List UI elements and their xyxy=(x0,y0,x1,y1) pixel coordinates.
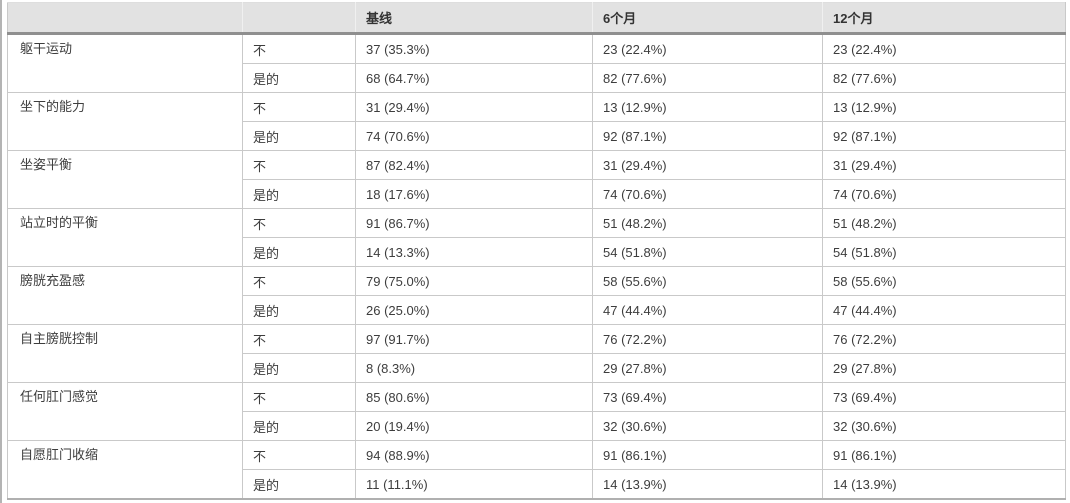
table-row: 是的 18 (17.6%) 74 (70.6%) 74 (70.6%) xyxy=(8,179,1066,209)
baseline-value-cell: 85 (80.6%) xyxy=(355,382,593,412)
twelve-month-value-cell: 31 (29.4%) xyxy=(822,150,1066,180)
baseline-value-cell: 14 (13.3%) xyxy=(355,237,593,267)
answer-cell: 不 xyxy=(242,266,356,296)
six-month-value-cell: 76 (72.2%) xyxy=(592,324,823,354)
twelve-month-value-cell: 23 (22.4%) xyxy=(822,33,1066,64)
table-row: 是的 8 (8.3%) 29 (27.8%) 29 (27.8%) xyxy=(8,353,1066,383)
answer-cell: 是的 xyxy=(242,237,356,267)
answer-cell: 不 xyxy=(242,324,356,354)
twelve-month-value-cell: 54 (51.8%) xyxy=(822,237,1066,267)
six-month-value-cell: 73 (69.4%) xyxy=(592,382,823,412)
six-month-value-cell: 23 (22.4%) xyxy=(592,33,823,64)
outcomes-table: 基线 6个月 12个月 躯干运动不 37 (35.3%) 23 (22.4%) 23 … xyxy=(7,2,1066,500)
answer-cell: 是的 xyxy=(242,121,356,151)
category-cell: 站立时的平衡 xyxy=(7,208,243,267)
baseline-value-cell: 20 (19.4%) xyxy=(355,411,593,441)
twelve-month-value-cell: 32 (30.6%) xyxy=(822,411,1066,441)
twelve-month-value-cell: 58 (55.6%) xyxy=(822,266,1066,296)
answer-cell: 不 xyxy=(242,150,356,180)
twelve-month-value-cell: 14 (13.9%) xyxy=(822,469,1066,500)
six-month-value-cell: 91 (86.1%) xyxy=(592,440,823,470)
table-row: 是的 20 (19.4%) 32 (30.6%) 32 (30.6%) xyxy=(8,411,1066,441)
header-cell-baseline: 基线 xyxy=(355,2,593,35)
baseline-value-cell: 87 (82.4%) xyxy=(355,150,593,180)
window-left-edge xyxy=(0,0,2,503)
answer-cell: 是的 xyxy=(242,411,356,441)
answer-cell: 是的 xyxy=(242,63,356,93)
category-cell: 坐下的能力 xyxy=(7,92,243,151)
baseline-value-cell: 97 (91.7%) xyxy=(355,324,593,354)
answer-cell: 不 xyxy=(242,33,356,64)
category-cell: 任何肛门感觉 xyxy=(7,382,243,441)
twelve-month-value-cell: 74 (70.6%) xyxy=(822,179,1066,209)
six-month-value-cell: 47 (44.4%) xyxy=(592,295,823,325)
category-cell: 坐姿平衡 xyxy=(7,150,243,209)
answer-cell: 是的 xyxy=(242,469,356,500)
six-month-value-cell: 54 (51.8%) xyxy=(592,237,823,267)
six-month-value-cell: 74 (70.6%) xyxy=(592,179,823,209)
baseline-value-cell: 31 (29.4%) xyxy=(355,92,593,122)
answer-cell: 不 xyxy=(242,208,356,238)
baseline-value-cell: 79 (75.0%) xyxy=(355,266,593,296)
header-cell-answer xyxy=(242,2,356,35)
table-row: 坐姿平衡不 87 (82.4%) 31 (29.4%) 31 (29.4%) xyxy=(7,150,1066,209)
baseline-value-cell: 74 (70.6%) xyxy=(355,121,593,151)
baseline-value-cell: 8 (8.3%) xyxy=(355,353,593,383)
baseline-value-cell: 37 (35.3%) xyxy=(355,33,593,64)
category-cell: 自主膀胱控制 xyxy=(7,324,243,383)
baseline-value-cell: 11 (11.1%) xyxy=(355,469,593,500)
baseline-value-cell: 91 (86.7%) xyxy=(355,208,593,238)
baseline-value-cell: 94 (88.9%) xyxy=(355,440,593,470)
header-cell-12months: 12个月 xyxy=(822,2,1066,35)
table-row: 躯干运动不 37 (35.3%) 23 (22.4%) 23 (22.4%) xyxy=(7,33,1066,93)
baseline-value-cell: 68 (64.7%) xyxy=(355,63,593,93)
header-cell-6months: 6个月 xyxy=(592,2,823,35)
six-month-value-cell: 29 (27.8%) xyxy=(592,353,823,383)
table-row: 自主膀胱控制不 97 (91.7%) 76 (72.2%) 76 (72.2%) xyxy=(7,324,1066,383)
table-row: 膀胱充盈感不 79 (75.0%) 58 (55.6%) 58 (55.6%) xyxy=(7,266,1066,325)
category-cell: 自愿肛门收缩 xyxy=(7,440,243,500)
twelve-month-value-cell: 29 (27.8%) xyxy=(822,353,1066,383)
twelve-month-value-cell: 91 (86.1%) xyxy=(822,440,1066,470)
answer-cell: 是的 xyxy=(242,179,356,209)
table-row: 任何肛门感觉不 85 (80.6%) 73 (69.4%) 73 (69.4%) xyxy=(7,382,1066,441)
six-month-value-cell: 13 (12.9%) xyxy=(592,92,823,122)
six-month-value-cell: 58 (55.6%) xyxy=(592,266,823,296)
table-row: 是的 11 (11.1%) 14 (13.9%) 14 (13.9%) xyxy=(8,469,1066,500)
table-row: 自愿肛门收缩不 94 (88.9%) 91 (86.1%) 91 (86.1%) xyxy=(7,440,1066,500)
answer-cell: 不 xyxy=(242,440,356,470)
six-month-value-cell: 31 (29.4%) xyxy=(592,150,823,180)
table-row: 是的 74 (70.6%) 92 (87.1%) 92 (87.1%) xyxy=(8,121,1066,151)
header-cell-category xyxy=(7,2,243,35)
six-month-value-cell: 92 (87.1%) xyxy=(592,121,823,151)
six-month-value-cell: 32 (30.6%) xyxy=(592,411,823,441)
twelve-month-value-cell: 51 (48.2%) xyxy=(822,208,1066,238)
twelve-month-value-cell: 13 (12.9%) xyxy=(822,92,1066,122)
category-cell: 躯干运动 xyxy=(7,33,243,93)
table-row: 是的 68 (64.7%) 82 (77.6%) 82 (77.6%) xyxy=(8,63,1066,93)
baseline-value-cell: 18 (17.6%) xyxy=(355,179,593,209)
twelve-month-value-cell: 82 (77.6%) xyxy=(822,63,1066,93)
six-month-value-cell: 14 (13.9%) xyxy=(592,469,823,500)
twelve-month-value-cell: 76 (72.2%) xyxy=(822,324,1066,354)
table-row: 是的 26 (25.0%) 47 (44.4%) 47 (44.4%) xyxy=(8,295,1066,325)
answer-cell: 不 xyxy=(242,92,356,122)
answer-cell: 不 xyxy=(242,382,356,412)
answer-cell: 是的 xyxy=(242,295,356,325)
category-cell: 膀胱充盈感 xyxy=(7,266,243,325)
baseline-value-cell: 26 (25.0%) xyxy=(355,295,593,325)
table-row: 站立时的平衡不 91 (86.7%) 51 (48.2%) 51 (48.2%) xyxy=(7,208,1066,267)
twelve-month-value-cell: 92 (87.1%) xyxy=(822,121,1066,151)
table-row: 坐下的能力不 31 (29.4%) 13 (12.9%) 13 (12.9%) xyxy=(7,92,1066,151)
header-row: 基线 6个月 12个月 xyxy=(7,2,1066,35)
six-month-value-cell: 51 (48.2%) xyxy=(592,208,823,238)
table-row: 是的 14 (13.3%) 54 (51.8%) 54 (51.8%) xyxy=(8,237,1066,267)
six-month-value-cell: 82 (77.6%) xyxy=(592,63,823,93)
answer-cell: 是的 xyxy=(242,353,356,383)
table-body: 躯干运动不 37 (35.3%) 23 (22.4%) 23 (22.4%) 是的 68 … xyxy=(7,33,1066,500)
twelve-month-value-cell: 73 (69.4%) xyxy=(822,382,1066,412)
twelve-month-value-cell: 47 (44.4%) xyxy=(822,295,1066,325)
table-header: 基线 6个月 12个月 xyxy=(7,2,1066,35)
